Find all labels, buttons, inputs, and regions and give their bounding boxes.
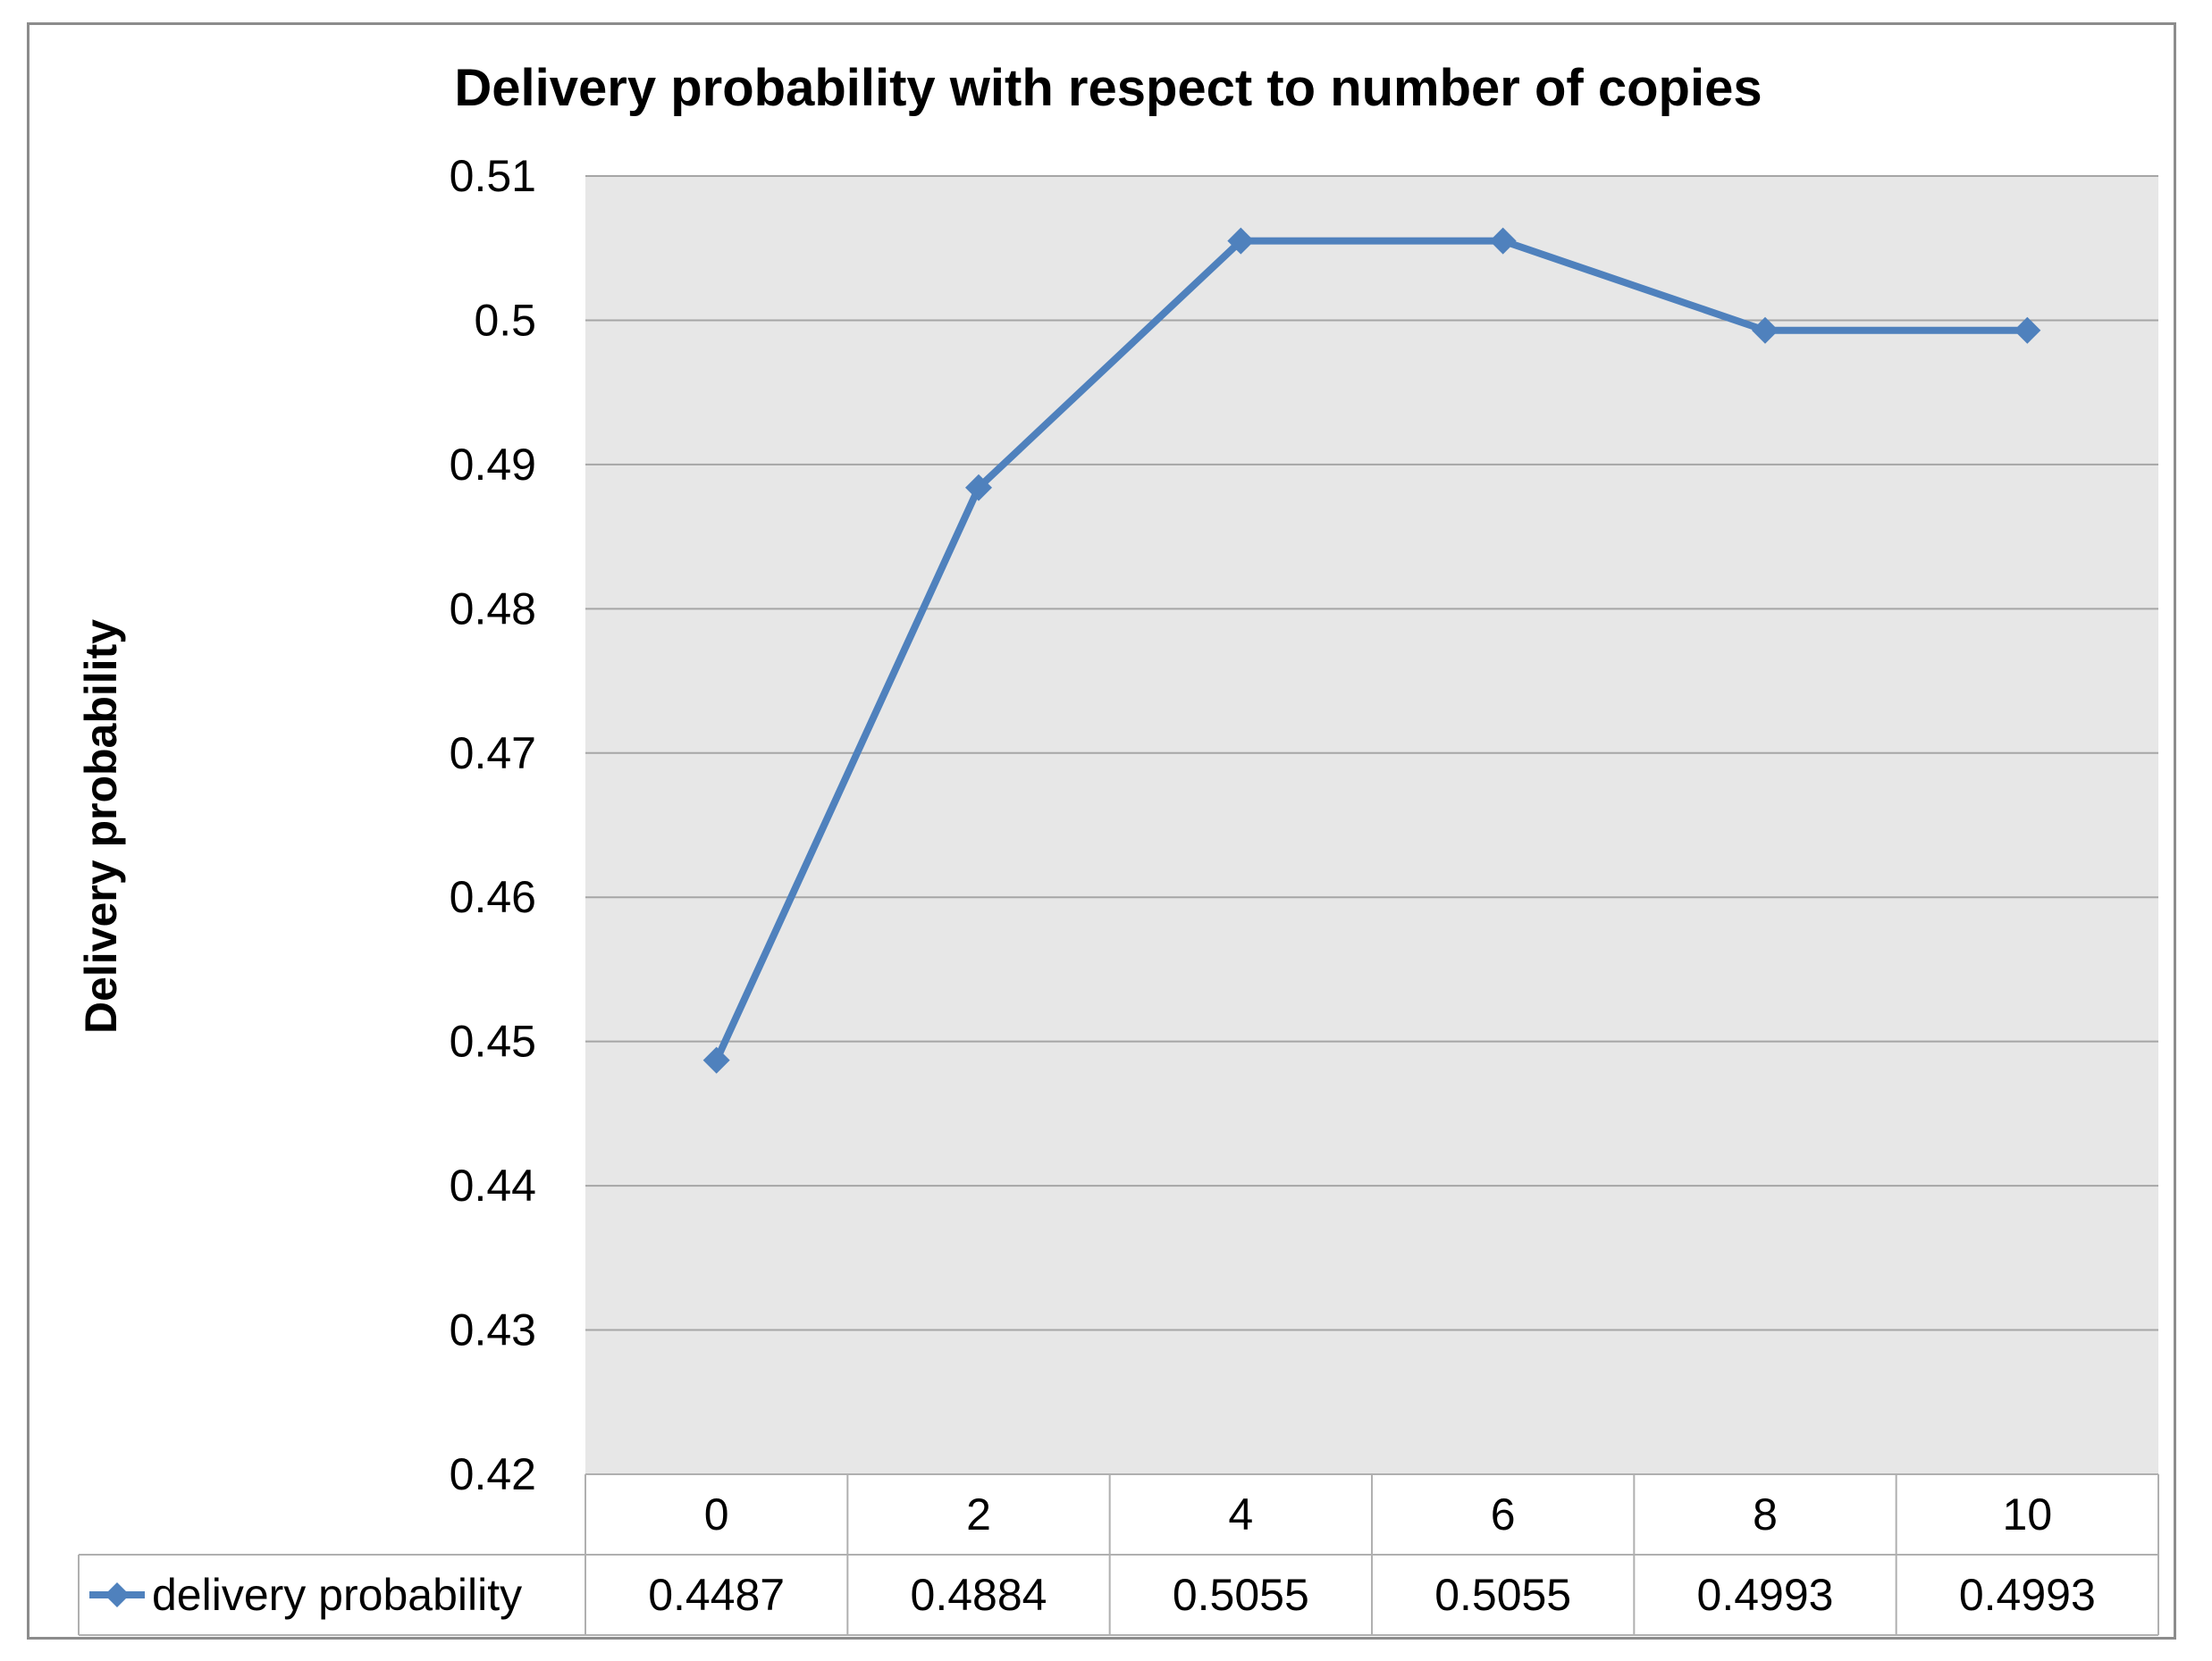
- chart-title: Delivery probability with respect to num…: [454, 59, 1762, 117]
- series-layer: [702, 227, 2041, 1074]
- series-line: [712, 237, 2031, 1064]
- x-tick-label: 2: [966, 1489, 991, 1539]
- y-tick-label: 0.51: [450, 151, 536, 201]
- y-tick-label: 0.45: [450, 1017, 536, 1067]
- y-tick-label: 0.44: [450, 1161, 536, 1211]
- legend-label: delivery probability: [152, 1570, 522, 1620]
- y-tick-label: 0.42: [450, 1449, 536, 1499]
- y-tick-label: 0.43: [450, 1305, 536, 1355]
- data-point-marker: [2014, 316, 2041, 344]
- y-axis-ticks: 0.42 0.43 0.44 0.45 0.46 0.47 0.48 0.49 0.5 0.51: [450, 151, 536, 1499]
- x-tick-label: 4: [1228, 1489, 1253, 1539]
- legend-marker: [105, 1582, 130, 1607]
- data-table-value: 0.5055: [1434, 1570, 1571, 1620]
- y-tick-label: 0.49: [450, 440, 536, 490]
- y-tick-label: 0.5: [474, 295, 536, 345]
- y-tick-label: 0.47: [450, 728, 536, 778]
- x-tick-label: 6: [1491, 1489, 1516, 1539]
- data-table-value: 0.5055: [1173, 1570, 1309, 1620]
- data-table-value: 0.4487: [648, 1570, 785, 1620]
- data-table: 0 2 4 6 8 10 delivery probability 0.4487 0.4884 0…: [78, 1473, 2159, 1636]
- plot-area: [585, 176, 2158, 1474]
- data-point-marker: [1752, 316, 1779, 344]
- y-tick-label: 0.46: [450, 872, 536, 922]
- data-table-value: 0.4993: [1959, 1570, 2096, 1620]
- data-point-marker: [702, 1046, 730, 1074]
- data-table-value: 0.4993: [1697, 1570, 1834, 1620]
- x-tick-label: 0: [704, 1489, 729, 1539]
- data-point-marker: [965, 474, 992, 501]
- gridlines: [585, 175, 2158, 1475]
- x-tick-label: 8: [1753, 1489, 1778, 1539]
- data-point-marker: [1227, 227, 1255, 255]
- x-tick-label: 10: [2003, 1489, 2053, 1539]
- data-point-marker: [1489, 227, 1517, 255]
- y-axis-title: Delivery probability: [76, 619, 126, 1034]
- data-table-value: 0.4884: [911, 1570, 1047, 1620]
- y-tick-label: 0.48: [450, 583, 536, 633]
